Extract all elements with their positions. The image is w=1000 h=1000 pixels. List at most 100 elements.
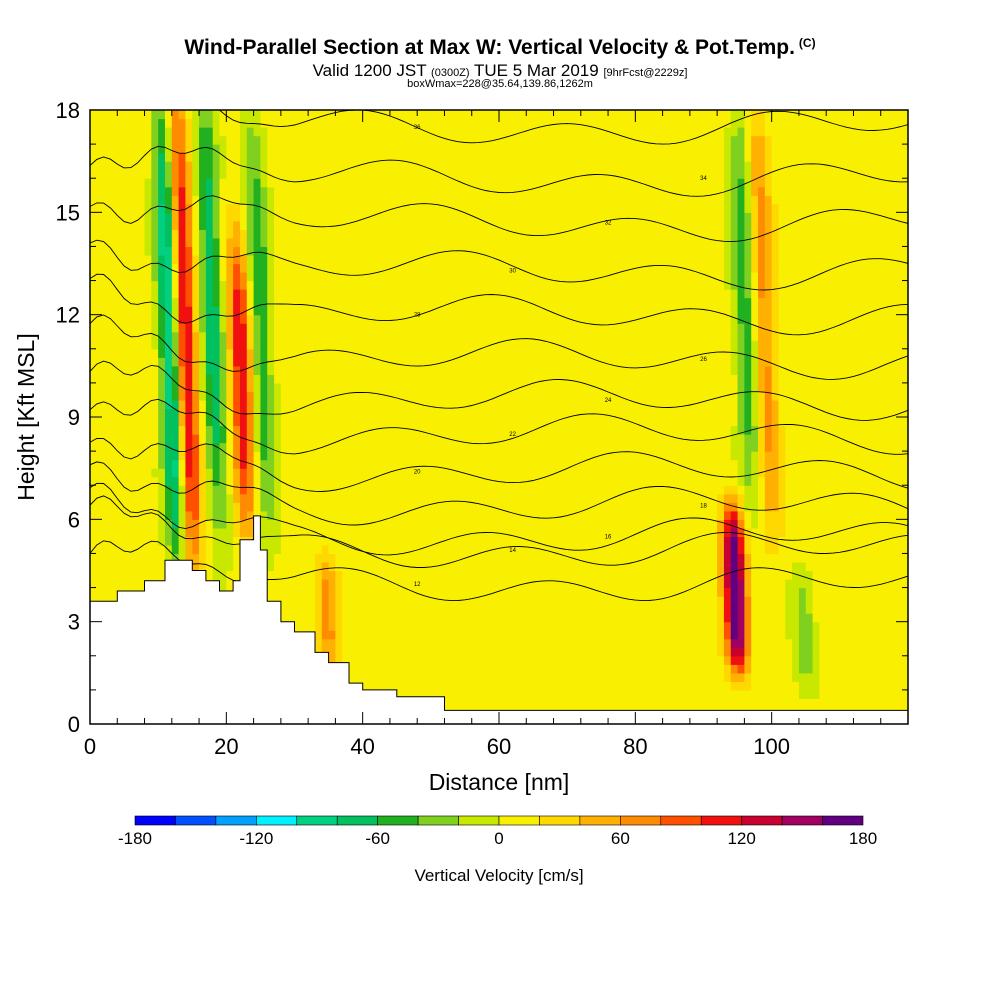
field-cell: [239, 493, 248, 503]
field-cell: [424, 127, 432, 137]
field-cell: [260, 459, 268, 469]
field-cell: [478, 135, 486, 145]
field-cell: [164, 212, 173, 222]
field-cell: [519, 425, 527, 435]
field-cell: [239, 195, 248, 205]
field-cell: [137, 476, 146, 486]
field-cell: [90, 144, 98, 154]
field-cell: [560, 561, 568, 572]
field-cell: [178, 553, 187, 563]
field-cell: [192, 110, 200, 120]
field-cell: [301, 246, 309, 256]
field-cell: [362, 434, 371, 444]
field-cell: [335, 229, 343, 239]
field-cell: [185, 144, 193, 154]
field-cell: [512, 365, 521, 375]
field-cell: [444, 110, 452, 120]
field-cell: [437, 357, 446, 367]
field-cell: [437, 493, 446, 503]
field-cell: [144, 434, 152, 444]
field-cell: [471, 374, 480, 384]
field-cell: [158, 408, 166, 418]
field-cell: [144, 570, 152, 580]
field-cell: [349, 570, 357, 580]
field-cell: [280, 348, 289, 358]
field-cell: [355, 621, 364, 631]
field-cell: [396, 655, 405, 665]
field-cell: [458, 544, 466, 555]
field-cell: [396, 254, 405, 265]
field-cell: [464, 203, 473, 213]
field-cell: [335, 434, 343, 444]
field-cell: [192, 118, 200, 128]
field-cell: [492, 493, 500, 503]
field-cell: [280, 570, 289, 580]
field-cell: [158, 348, 166, 358]
field-cell: [553, 604, 561, 614]
field-cell: [144, 220, 152, 230]
field-cell: [533, 417, 541, 427]
field-cell: [96, 263, 105, 273]
field-cell: [178, 272, 187, 282]
field-cell: [294, 365, 302, 375]
field-cell: [451, 536, 459, 546]
field-cell: [267, 476, 275, 486]
field-cell: [410, 118, 418, 128]
field-cell: [533, 289, 541, 299]
field-cell: [178, 254, 187, 265]
field-cell: [294, 425, 302, 435]
field-cell: [308, 229, 316, 239]
field-cell: [492, 519, 500, 529]
field-cell: [417, 237, 425, 248]
field-cell: [103, 434, 112, 444]
field-cell: [369, 459, 377, 469]
field-cell: [410, 323, 418, 333]
field-cell: [492, 434, 500, 444]
field-cell: [383, 263, 391, 273]
field-cell: [280, 220, 289, 230]
field-cell: [560, 553, 568, 563]
field-cell: [403, 272, 411, 282]
field-cell: [512, 604, 521, 614]
field-cell: [471, 527, 480, 537]
field-cell: [539, 306, 548, 316]
field-cell: [464, 144, 473, 154]
field-cell: [478, 638, 486, 648]
field-cell: [396, 220, 405, 230]
field-cell: [389, 169, 398, 179]
field-cell: [287, 502, 296, 512]
field-cell: [90, 118, 98, 128]
field-cell: [287, 365, 296, 375]
field-cell: [349, 246, 357, 256]
field-cell: [424, 272, 432, 282]
field-cell: [192, 527, 200, 537]
field-cell: [90, 178, 98, 188]
field-cell: [260, 374, 268, 384]
field-cell: [369, 399, 377, 410]
field-cell: [164, 237, 173, 248]
field-cell: [451, 527, 459, 537]
field-cell: [328, 519, 336, 529]
field-cell: [178, 331, 187, 341]
field-cell: [478, 408, 486, 418]
field-cell: [464, 254, 473, 265]
field-cell: [424, 476, 432, 486]
field-cell: [437, 604, 446, 614]
field-cell: [96, 348, 105, 358]
field-cell: [171, 280, 180, 290]
field-cell: [151, 289, 159, 299]
field-cell: [492, 621, 500, 631]
field-cell: [342, 237, 350, 248]
field-cell: [458, 536, 466, 546]
field-cell: [287, 229, 296, 239]
field-cell: [205, 561, 214, 572]
field-cell: [424, 587, 432, 597]
field-cell: [212, 297, 221, 307]
field-cell: [437, 442, 446, 452]
field-cell: [355, 613, 364, 623]
field-cell: [185, 127, 193, 137]
field-cell: [308, 314, 316, 324]
field-cell: [355, 459, 364, 469]
field-cell: [335, 246, 343, 256]
field-cell: [96, 161, 105, 171]
